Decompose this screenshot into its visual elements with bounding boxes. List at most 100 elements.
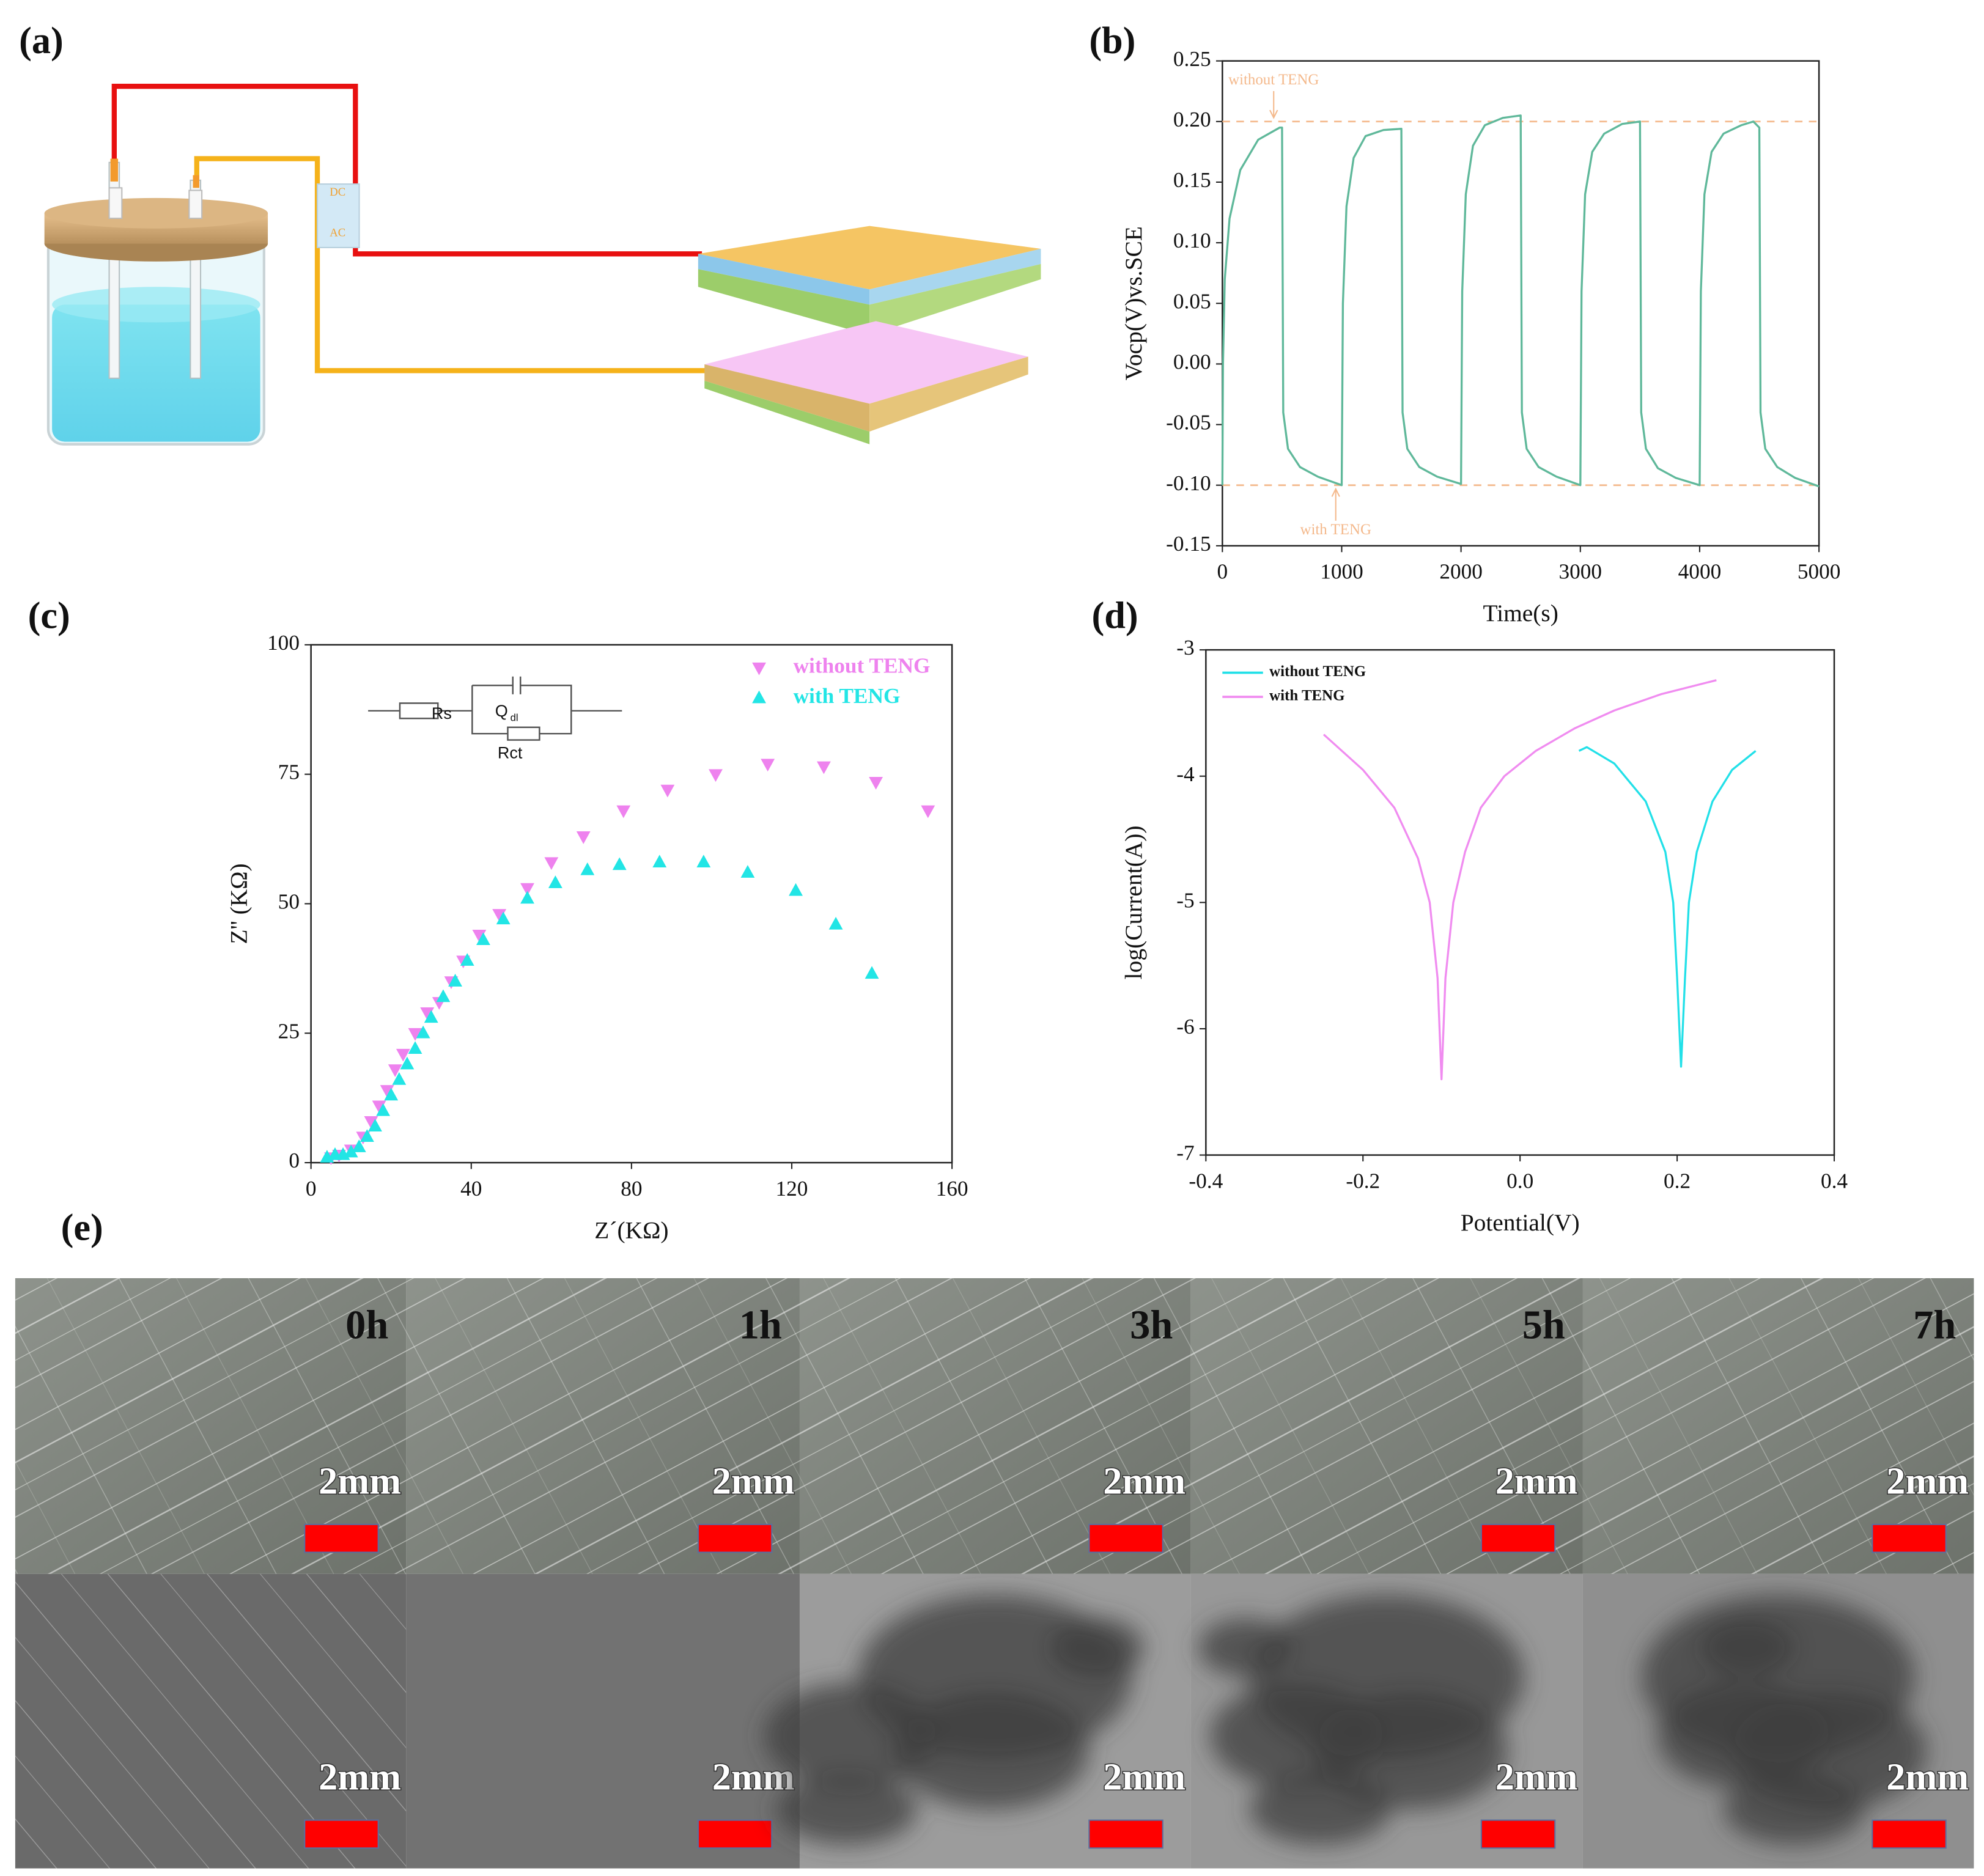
corrosion-spot — [893, 1691, 1090, 1810]
data-point — [548, 875, 562, 888]
x-tick-label: 0 — [306, 1177, 317, 1201]
scale-bar — [304, 1523, 379, 1553]
scale-bar — [1480, 1523, 1556, 1553]
scale-label: 2mm — [319, 1461, 401, 1503]
legend-label: without TENG — [1269, 663, 1366, 680]
y-tick-label: -4 — [1176, 762, 1195, 786]
y-axis-label: Z'' (KΩ) — [226, 863, 253, 944]
data-point — [360, 1129, 374, 1142]
x-tick-label: 3000 — [1559, 560, 1602, 584]
data-point — [448, 974, 462, 987]
x-tick-label: 0 — [1217, 560, 1228, 584]
panel-label: (a) — [19, 20, 64, 62]
wire — [194, 156, 706, 373]
switch-label: AC — [330, 226, 345, 239]
scale-bar — [1872, 1523, 1947, 1553]
teng-layer — [704, 364, 870, 432]
data-point — [865, 966, 879, 979]
legend-label: with TENG — [794, 684, 901, 708]
y-tick-label: 0.15 — [1173, 168, 1211, 192]
lid-top — [44, 197, 268, 229]
data-point — [424, 1010, 438, 1023]
time-label: 5h — [1522, 1303, 1565, 1347]
data-point — [520, 891, 534, 904]
y-tick-label: 0.10 — [1173, 229, 1211, 252]
data-point — [520, 883, 534, 896]
scale-bar — [1480, 1819, 1556, 1849]
scale-label: 2mm — [712, 1757, 795, 1798]
annotation-arrowhead — [1331, 487, 1340, 497]
circuit-inset — [368, 676, 622, 741]
data-point — [460, 953, 474, 966]
x-tick-label: -0.4 — [1189, 1169, 1223, 1193]
data-line — [1221, 114, 1820, 488]
legend-label: with TENG — [1269, 688, 1344, 704]
data-point — [616, 805, 631, 818]
teng-layer — [698, 269, 870, 336]
data-point — [652, 855, 667, 867]
electrode — [108, 187, 123, 219]
corrosion-spot — [1210, 1683, 1383, 1789]
inset-label: dl — [511, 712, 518, 724]
teng-top — [698, 226, 1041, 290]
scale-label: 2mm — [1103, 1461, 1186, 1503]
time-label: 7h — [1913, 1303, 1956, 1347]
corrosion-spot — [1700, 1618, 1794, 1677]
y-tick-label: 50 — [278, 890, 300, 914]
corrosion-spot — [764, 1683, 937, 1789]
scale-label: 2mm — [1886, 1461, 1969, 1503]
data-point — [352, 1139, 366, 1152]
plot-frame — [1205, 649, 1835, 1156]
x-tick-label: 0.4 — [1821, 1169, 1848, 1193]
time-label: 0h — [345, 1303, 388, 1347]
x-tick-label: 120 — [776, 1177, 808, 1201]
annotation-arrowhead — [1269, 109, 1278, 119]
scale-label: 2mm — [1495, 1461, 1578, 1503]
data-point — [696, 855, 711, 867]
data-point — [364, 1116, 378, 1129]
teng-layer — [869, 248, 1041, 305]
micrographs: 0h 2mm 2mm 1h 2mm 2mm 3h 2mm 2mm 5h 2mm 2mm 7h 2mm 2mm — [15, 1278, 1974, 1869]
x-axis-label: Z´(KΩ) — [594, 1216, 668, 1243]
teng-layer — [704, 380, 870, 444]
x-tick-label: 2000 — [1439, 560, 1483, 584]
x-tick-label: 1000 — [1320, 560, 1363, 584]
data-point — [344, 1144, 358, 1158]
data-point — [376, 1103, 391, 1116]
data-point — [612, 857, 627, 870]
x-tick-label: 80 — [621, 1177, 642, 1201]
scale-bar — [304, 1819, 379, 1849]
inset-label: Rs — [432, 704, 452, 723]
scale-bar — [697, 1819, 773, 1849]
data-point — [709, 769, 723, 782]
panel-label: (d) — [1091, 595, 1138, 637]
y-tick-label: -0.05 — [1166, 411, 1211, 435]
scale-label: 2mm — [1495, 1757, 1578, 1798]
panel-label: (c) — [28, 595, 70, 637]
x-tick-label: 40 — [460, 1177, 482, 1201]
data-point — [576, 831, 591, 844]
y-tick-label: 0.20 — [1173, 108, 1211, 131]
scale-bar — [697, 1523, 773, 1553]
corrosion — [764, 1594, 1144, 1845]
electrode-tip — [193, 175, 199, 188]
teng-layer — [869, 263, 1041, 336]
data-point — [492, 909, 507, 922]
y-axis-label: log(Current(A)) — [1120, 825, 1147, 979]
data-point — [416, 1025, 430, 1039]
teng-bottom — [704, 321, 1028, 404]
annotation: with TENG — [1300, 521, 1371, 538]
legend-marker — [752, 690, 766, 704]
micrograph-texture — [15, 1573, 407, 1869]
data-line — [1578, 746, 1757, 1068]
data-point — [544, 857, 559, 870]
time-label: 1h — [739, 1303, 782, 1347]
annotation: without TENG — [1228, 72, 1319, 88]
y-tick-label: 100 — [267, 631, 300, 655]
data-point — [816, 761, 831, 774]
data-point — [761, 759, 775, 772]
data-point — [789, 883, 803, 896]
data-point — [869, 777, 883, 790]
data-point — [472, 929, 487, 943]
